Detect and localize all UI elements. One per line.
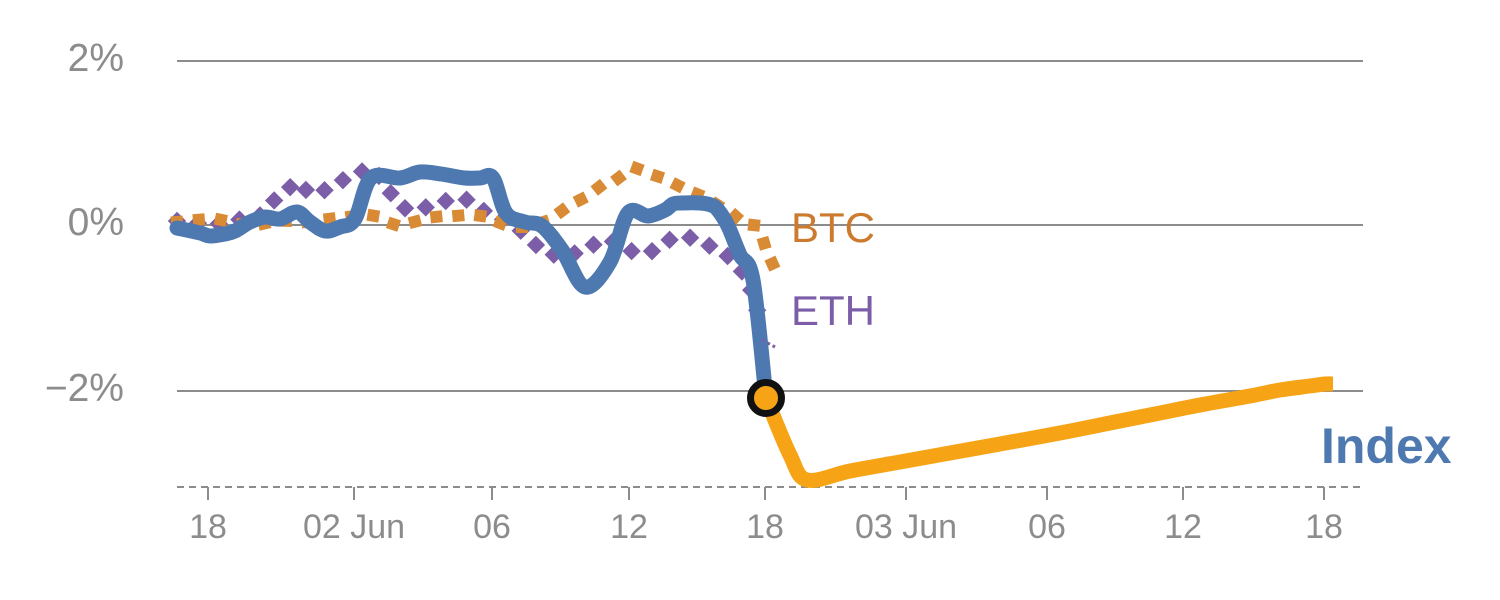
svg-text:12: 12 xyxy=(1164,508,1202,546)
svg-text:03 Jun: 03 Jun xyxy=(855,508,957,546)
svg-text:18: 18 xyxy=(746,508,784,546)
svg-text:18: 18 xyxy=(189,508,227,546)
svg-text:12: 12 xyxy=(610,508,648,546)
svg-text:ETH: ETH xyxy=(791,287,875,334)
svg-text:2%: 2% xyxy=(68,37,124,80)
svg-text:06: 06 xyxy=(1028,508,1066,546)
svg-text:−2%: −2% xyxy=(45,367,124,410)
svg-text:Index: Index xyxy=(1321,418,1452,474)
svg-text:02 Jun: 02 Jun xyxy=(303,508,405,546)
svg-text:0%: 0% xyxy=(68,201,124,244)
svg-text:18: 18 xyxy=(1305,508,1343,546)
svg-text:BTC: BTC xyxy=(791,204,875,251)
svg-text:06: 06 xyxy=(473,508,511,546)
